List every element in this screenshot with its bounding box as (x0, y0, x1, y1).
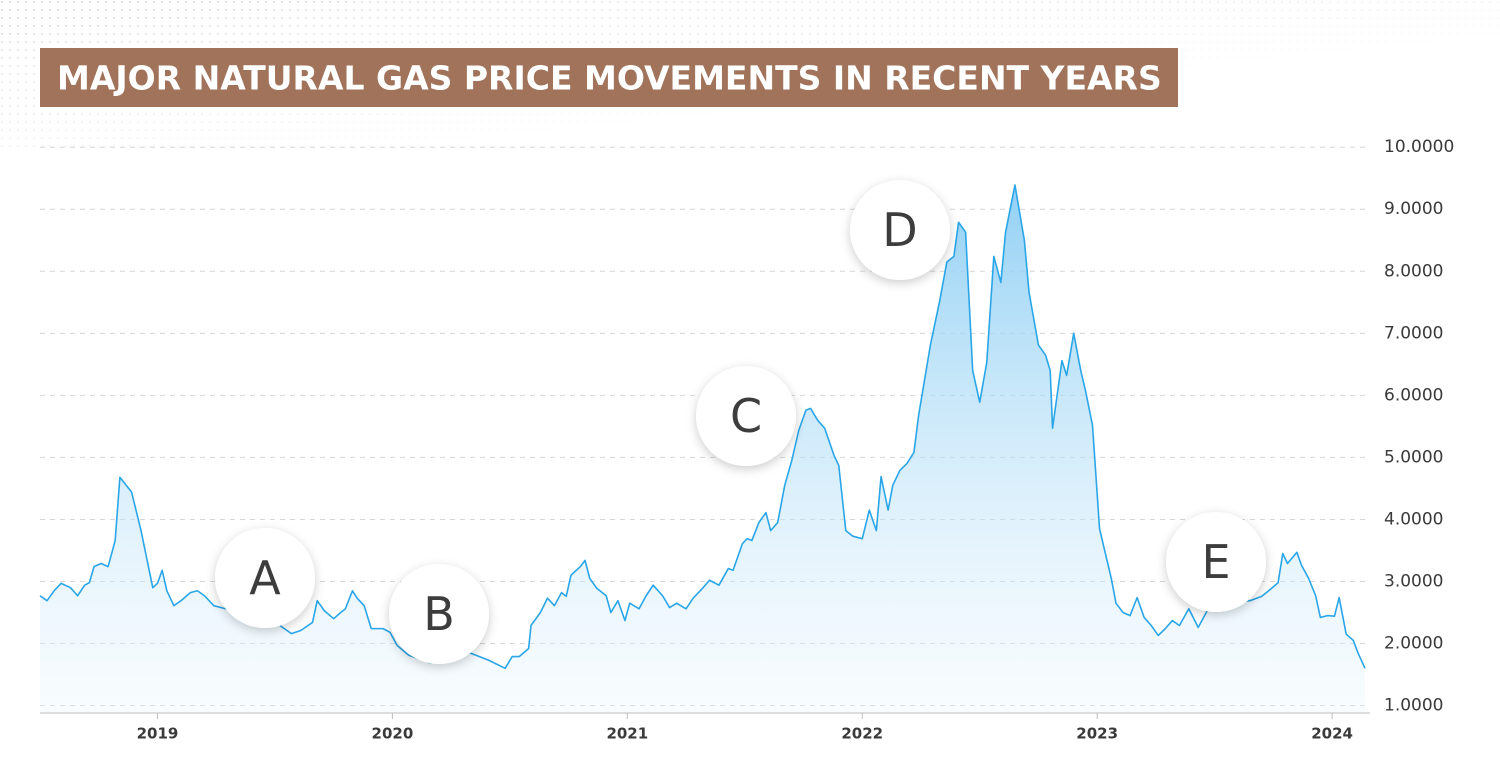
y-tick-label: 8.0000 (1384, 261, 1443, 281)
y-tick-label: 3.0000 (1384, 571, 1443, 591)
chart-title: MAJOR NATURAL GAS PRICE MOVEMENTS IN REC… (57, 59, 1162, 98)
title-box (40, 48, 1178, 107)
annotation-label: E (1201, 535, 1230, 589)
annotation-label: B (423, 587, 455, 641)
y-tick-label: 2.0000 (1384, 634, 1443, 654)
x-tick-label: 2023 (1076, 725, 1118, 743)
y-tick-label: 7.0000 (1384, 323, 1443, 343)
y-tick-label: 1.0000 (1384, 696, 1443, 716)
x-tick-label: 2021 (606, 725, 648, 743)
annotation-circle (215, 528, 315, 628)
annotation-circle (850, 180, 950, 280)
x-tick-label: 2022 (841, 725, 883, 743)
y-tick-label: 5.0000 (1384, 447, 1443, 467)
annotation-circle (696, 366, 796, 466)
x-tick-label: 2024 (1311, 725, 1353, 743)
annotation-label: D (882, 203, 917, 257)
annotation-label: C (730, 389, 762, 443)
x-tick-label: 2020 (372, 725, 414, 743)
y-tick-label: 10.0000 (1384, 137, 1454, 157)
area (40, 185, 1365, 714)
annotation-circle (1166, 512, 1266, 612)
x-tick-label: 2019 (137, 725, 179, 743)
y-tick-label: 9.0000 (1384, 199, 1443, 219)
y-tick-label: 4.0000 (1384, 509, 1443, 529)
annotation-label: A (249, 551, 281, 605)
annotations (215, 180, 1266, 664)
y-tick-label: 6.0000 (1384, 385, 1443, 405)
annotation-circle (389, 564, 489, 664)
